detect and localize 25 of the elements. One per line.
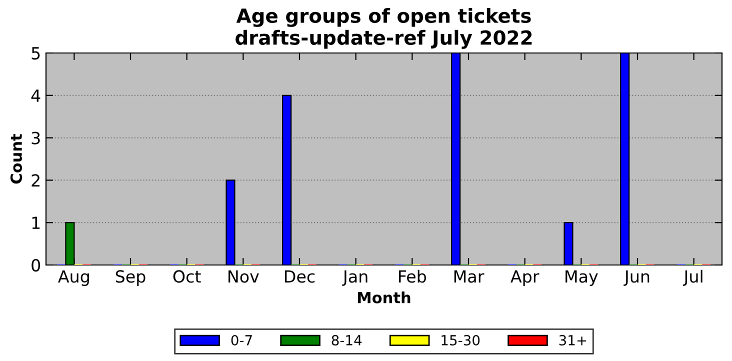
x-axis-title: Month <box>358 292 410 304</box>
x-tick-label: Jan <box>342 270 368 286</box>
y-axis-title: Count <box>10 134 22 184</box>
y-tick-label: 0 <box>32 258 40 272</box>
x-tick-label: Nov <box>228 270 259 283</box>
x-tick-label: May <box>566 270 598 286</box>
x-tick-label: Mar <box>454 270 484 283</box>
legend-label: 0-7 <box>231 334 252 346</box>
x-tick-label: Sep <box>116 270 146 286</box>
x-tick-label: Apr <box>510 270 540 286</box>
y-tick-label: 1 <box>32 216 40 229</box>
x-tick-label: Jun <box>624 270 650 286</box>
x-tick-label: Aug <box>58 270 89 286</box>
x-tick-label: Feb <box>399 270 426 283</box>
x-tick-label: Dec <box>285 270 315 283</box>
legend-label: 15-30 <box>442 334 480 346</box>
x-tick-label: Oct <box>173 270 201 283</box>
legend-label: 8-14 <box>332 334 362 346</box>
x-tick-label: Jul <box>682 270 702 286</box>
chart-title: Age groups of open tickets drafts-update-ref July 2022 <box>236 8 532 49</box>
legend-label: 31+ <box>559 334 586 346</box>
y-tick-label: 5 <box>32 47 40 60</box>
y-tick-label: 3 <box>32 132 40 144</box>
y-tick-label: 2 <box>32 174 40 187</box>
y-tick-label: 4 <box>31 90 40 102</box>
